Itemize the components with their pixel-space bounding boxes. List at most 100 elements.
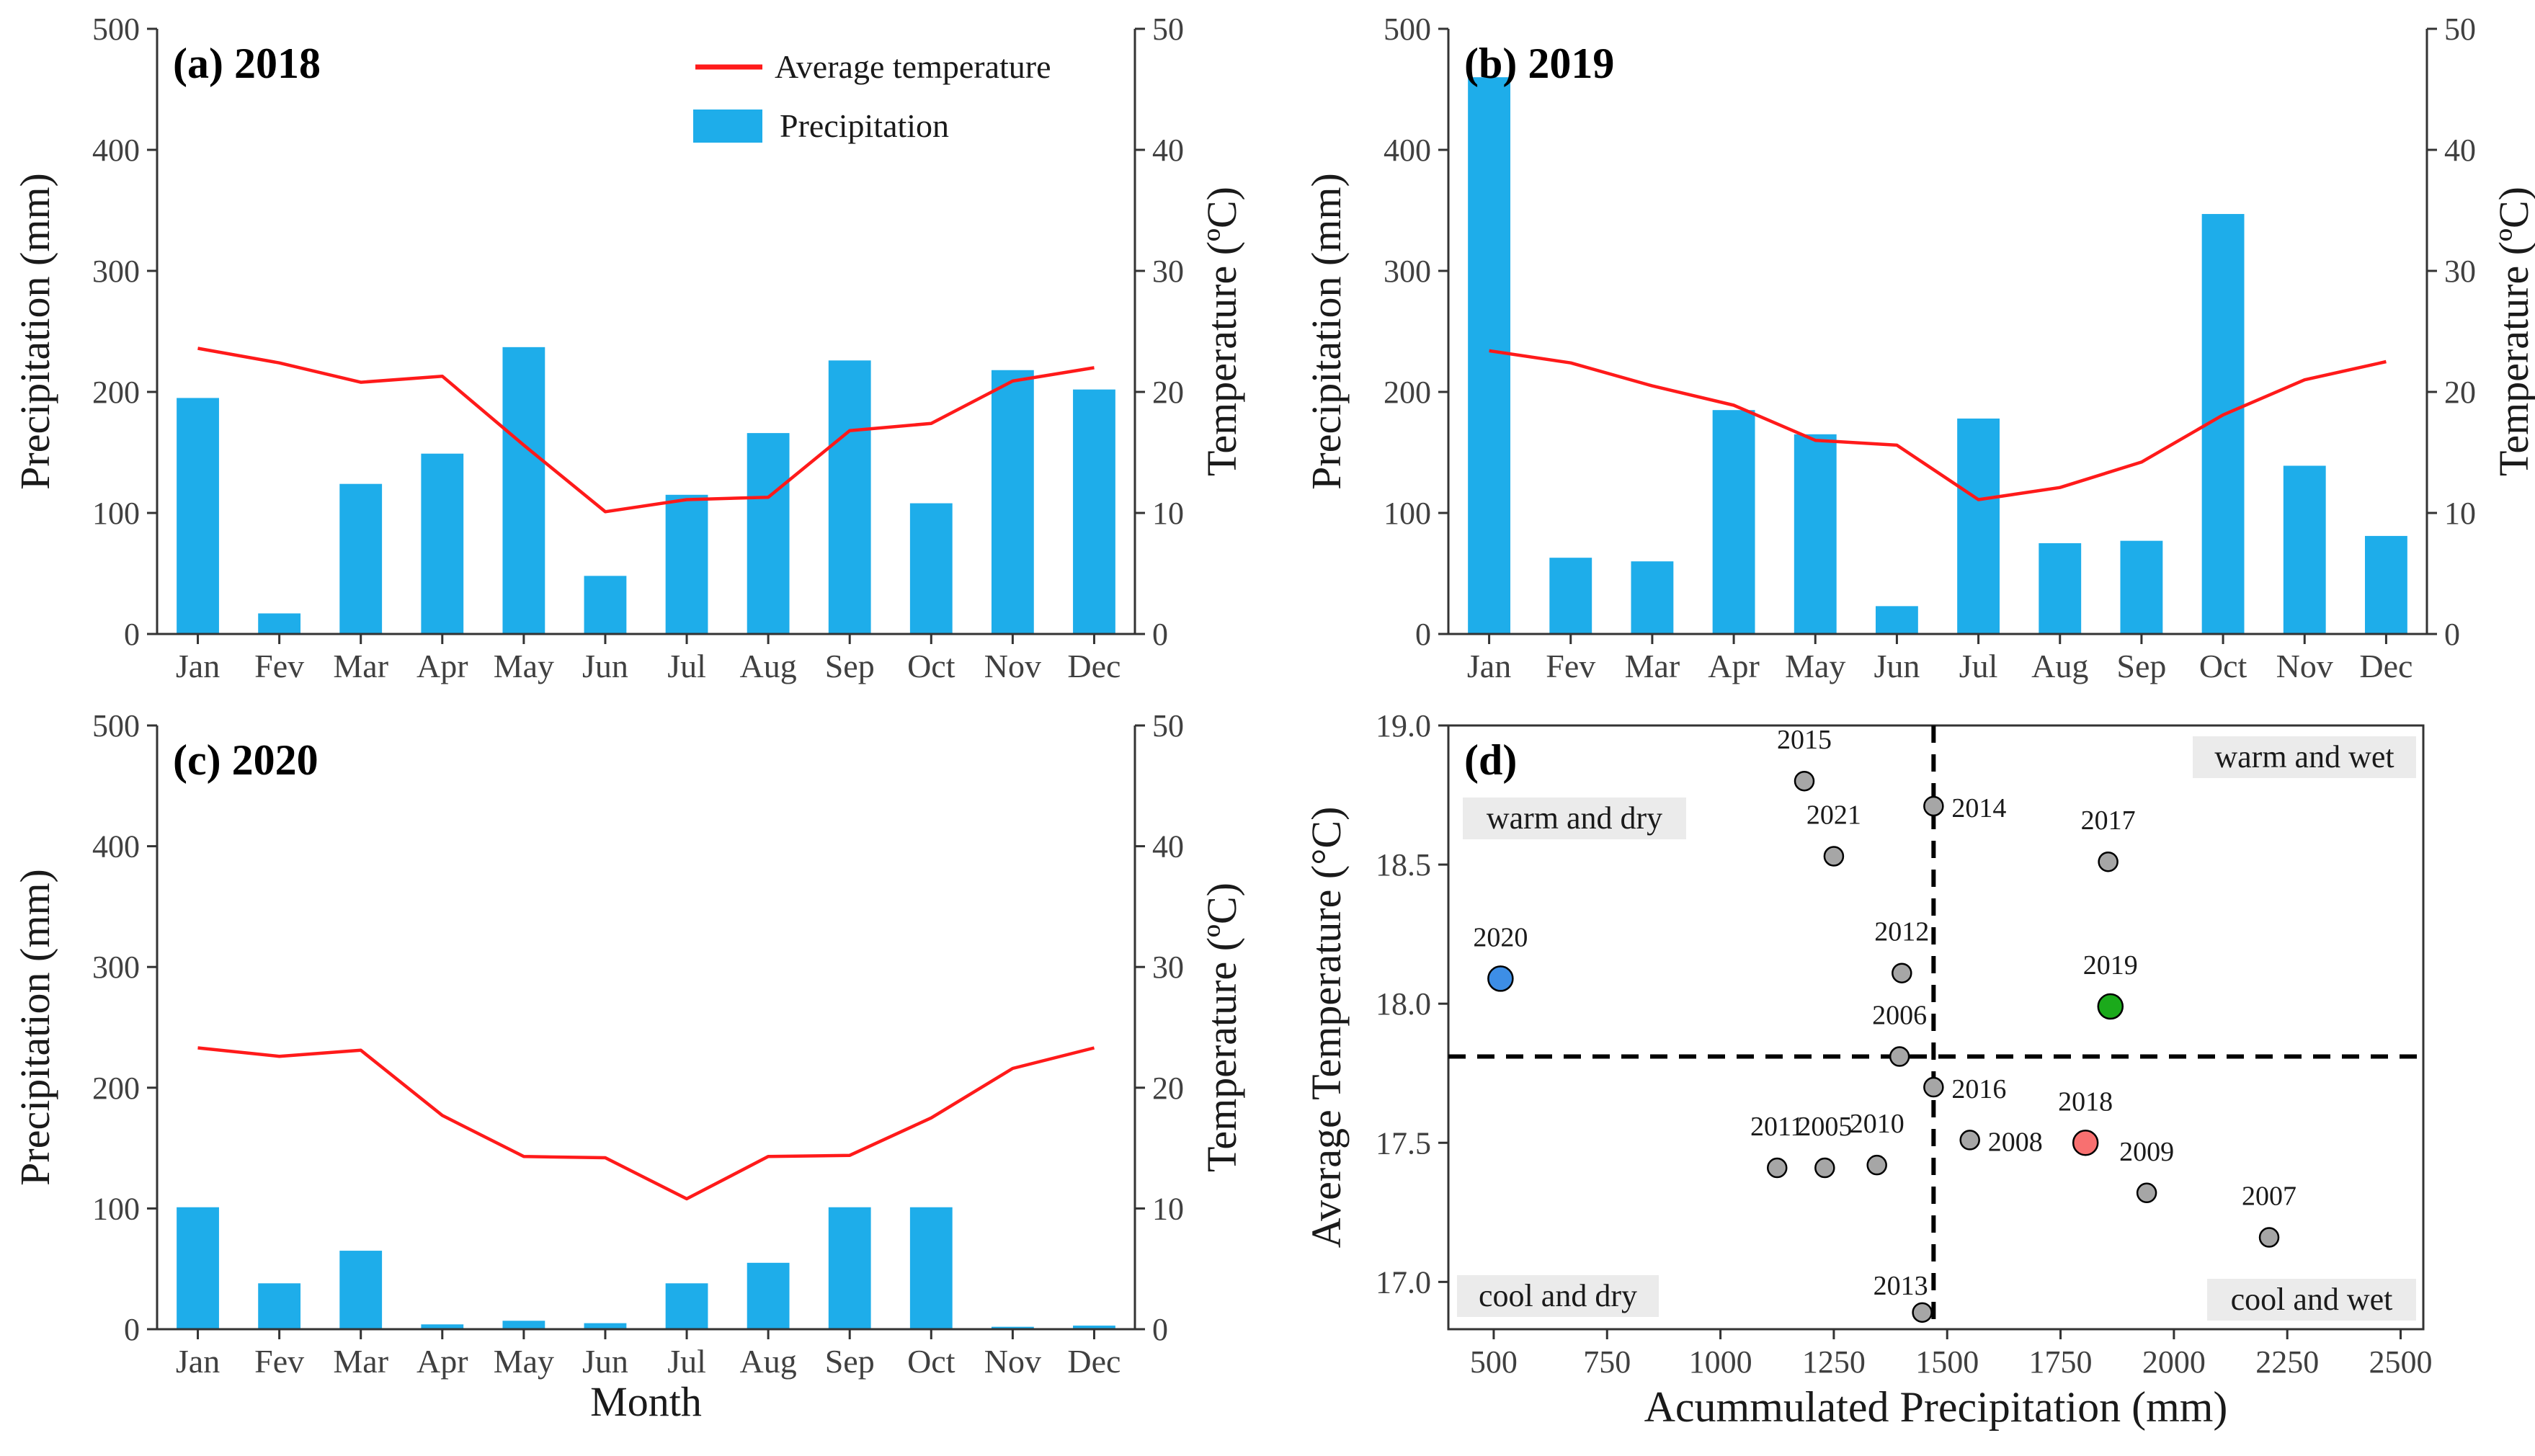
point-label-2009: 2009 (2119, 1137, 2174, 1167)
legend: Average temperature Precipitation (693, 48, 1051, 144)
precip-bar-jan (177, 398, 219, 634)
x-tick-label-jan: Jan (176, 1343, 220, 1380)
x-tick-label-sep: Sep (825, 1343, 875, 1380)
x-tick-label-aug: Aug (2031, 648, 2088, 684)
point-2013 (1912, 1302, 1933, 1323)
quadrant-label-bg (2193, 736, 2416, 778)
precip-bar-may (1794, 434, 1837, 634)
point-label-2008: 2008 (1988, 1127, 2043, 1157)
precip-bar-jul (1957, 418, 2000, 634)
point-2014 (1923, 795, 1944, 817)
point-label-2021: 2021 (1806, 800, 1861, 831)
left-axis-title: Precipitation (mm) (12, 173, 58, 490)
left-tick-label: 300 (1384, 254, 1431, 289)
x-tick-label-mar: Mar (1625, 648, 1680, 684)
precip-bar-mar (339, 1251, 383, 1329)
panel-title: (c) 2020 (173, 736, 318, 784)
precip-bar-fev (258, 613, 301, 634)
x-tick-label-jan: Jan (176, 648, 220, 684)
panel-4: 500 750 1000 1250 1500 1750 2000 2250 2500 17.0 17… (1303, 708, 2433, 1431)
x-tick-label-jul: Jul (1959, 648, 1998, 684)
point-2011 (1766, 1157, 1788, 1179)
left-tick-label: 200 (1384, 375, 1431, 410)
x-tick-label: 2500 (2369, 1344, 2433, 1380)
left-tick-label: 200 (92, 375, 140, 410)
left-tick-label: 500 (1384, 12, 1431, 47)
x-tick-label: 1250 (1802, 1344, 1866, 1380)
left-tick-label: 400 (92, 829, 140, 865)
left-tick-label: 100 (92, 496, 140, 531)
point-2008 (1959, 1130, 1980, 1151)
left-tick-label: 0 (124, 1312, 140, 1347)
x-tick-label-oct: Oct (2199, 648, 2247, 684)
x-tick-label: 1500 (1915, 1344, 1979, 1380)
point-label-2010: 2010 (1850, 1109, 1904, 1139)
precip-bar-may (502, 1321, 545, 1329)
left-tick-label: 300 (92, 254, 140, 289)
precip-bar-jul (665, 1283, 708, 1329)
temperature-line (197, 347, 1095, 514)
right-tick-label: 0 (1152, 617, 1168, 652)
right-tick-label: 50 (2444, 12, 2476, 47)
x-tick-label: 1750 (2029, 1344, 2093, 1380)
precip-bar-dec (1073, 389, 1115, 634)
left-tick-label: 500 (92, 708, 140, 743)
point-label-2017: 2017 (2081, 805, 2136, 836)
point-label-2007: 2007 (2242, 1182, 2296, 1212)
right-tick-label: 30 (1152, 254, 1184, 289)
right-tick-label: 10 (1152, 1191, 1184, 1226)
x-tick-label-jan: Jan (1467, 648, 1511, 684)
point-label-2012: 2012 (1874, 917, 1929, 947)
precip-bar-fev (1549, 558, 1592, 634)
point-2016 (1923, 1076, 1944, 1098)
precip-bar-apr (421, 453, 464, 634)
y-tick-label: 17.0 (1376, 1264, 1431, 1300)
y-tick-label: 18.0 (1376, 986, 1431, 1022)
left-tick-label: 0 (1415, 617, 1431, 652)
point-2005 (1814, 1157, 1835, 1179)
point-2015 (1794, 770, 1815, 792)
x-tick-label-oct: Oct (907, 1343, 955, 1380)
quadrant-label-warm-and-wet: warm and wet (2214, 739, 2394, 774)
precip-bar-mar (1631, 561, 1674, 634)
precip-bar-jun (584, 1323, 627, 1329)
right-tick-label: 20 (2444, 375, 2476, 410)
panel-title: (a) 2018 (173, 40, 321, 87)
right-tick-label: 40 (1152, 829, 1184, 865)
precip-bar-apr (421, 1324, 464, 1329)
x-tick-label: 750 (1583, 1344, 1631, 1380)
precip-bar-jun (1875, 606, 1918, 634)
x-tick-label-mar: Mar (333, 1343, 388, 1380)
x-tick-label-mar: Mar (333, 648, 388, 684)
precip-bar-sep (828, 1207, 871, 1329)
quadrant-label-bg (1463, 798, 1686, 839)
scatter-points: 2015 2014 2021 2017 2020 2012 2019 2006 2016 2018… (1473, 725, 2296, 1323)
x-axis-title: Month (590, 1378, 702, 1425)
right-tick-label: 20 (1152, 375, 1184, 410)
axes: 0 100 200 300 400 500 0 10 20 30 40 50 Jan Fev Mar Apr M… (1384, 12, 2476, 684)
point-2010 (1866, 1154, 1887, 1176)
left-axis-title: Precipitation (mm) (12, 869, 58, 1186)
y-tick-label: 19.0 (1376, 708, 1431, 743)
precip-bar-mar (339, 483, 383, 634)
temperature-line (197, 1046, 1095, 1201)
precip-bar-sep (828, 360, 871, 634)
y-tick-label: 17.5 (1376, 1125, 1431, 1161)
point-2020 (1487, 965, 1514, 992)
precipitation-bars (177, 1207, 1115, 1329)
x-tick-label: 2250 (2255, 1344, 2319, 1380)
x-tick-label-sep: Sep (825, 648, 875, 684)
axes: 0 100 200 300 400 500 0 10 20 30 40 50 Jan Fev Mar Apr M… (92, 708, 1184, 1380)
left-tick-label: 200 (92, 1071, 140, 1106)
precip-bar-nov (2283, 465, 2326, 634)
quadrant-label-warm-and-dry: warm and dry (1487, 800, 1662, 836)
x-tick-label-dec: Dec (1067, 1343, 1121, 1380)
x-tick-label-aug: Aug (740, 648, 797, 684)
point-2017 (2098, 851, 2119, 872)
precip-bar-jan (177, 1207, 219, 1329)
precip-bar-dec (2364, 535, 2407, 634)
x-tick-label-apr: Apr (416, 648, 468, 684)
x-tick-label-fev: Fev (254, 1343, 304, 1380)
x-tick-label-jul: Jul (667, 648, 706, 684)
precip-bar-oct (909, 503, 953, 634)
